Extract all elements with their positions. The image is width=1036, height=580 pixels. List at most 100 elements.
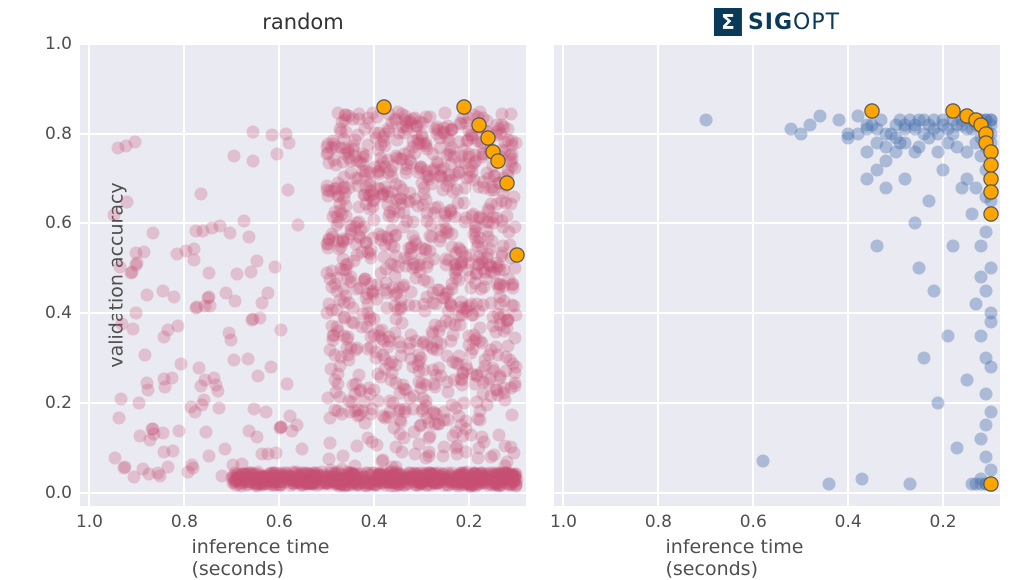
scatter-point (506, 409, 519, 422)
scatter-point (321, 141, 334, 154)
scatter-point (393, 179, 406, 192)
scatter-point (922, 194, 935, 207)
y-tick-label: 0.6 (45, 213, 72, 233)
scatter-point (274, 421, 287, 434)
scatter-point (480, 272, 493, 285)
scatter-point (209, 378, 222, 391)
scatter-point (185, 401, 198, 414)
x-tick-label: 0.2 (930, 512, 957, 532)
scatter-point (390, 313, 403, 326)
scatter-point (411, 199, 424, 212)
scatter-point (984, 307, 997, 320)
scatter-point (223, 326, 236, 339)
grid-line (80, 43, 526, 45)
grid-line (657, 44, 659, 506)
scatter-point (440, 227, 453, 240)
scatter-point (409, 448, 422, 461)
scatter-point (856, 473, 869, 486)
scatter-point (455, 149, 468, 162)
scatter-point (932, 145, 945, 158)
y-tick-label: 0.2 (45, 393, 72, 413)
scatter-point (266, 129, 279, 142)
x-tick-label: 0.4 (835, 512, 862, 532)
scatter-point (384, 205, 397, 218)
x-tick-label: 0.6 (740, 512, 767, 532)
scatter-point (484, 450, 497, 463)
scatter-point (449, 401, 462, 414)
scatter-point (456, 466, 469, 479)
scatter-point (202, 450, 215, 463)
scatter-point (484, 243, 497, 256)
scatter-point (975, 239, 988, 252)
scatter-point (354, 384, 367, 397)
scatter-point (472, 235, 485, 248)
grid-line (80, 133, 526, 135)
right-chart-panel: Σ SIGOPT inference time (seconds) 1.00.8… (554, 44, 1000, 506)
scatter-point (195, 187, 208, 200)
scatter-point (420, 136, 433, 149)
scatter-point (231, 267, 244, 280)
scatter-point (389, 250, 402, 263)
scatter-point (158, 331, 171, 344)
grid-line (183, 44, 185, 506)
scatter-point (422, 432, 435, 445)
scatter-point (376, 349, 389, 362)
scatter-point (395, 107, 408, 120)
scatter-point (228, 294, 241, 307)
scatter-point (247, 154, 260, 167)
x-tick-label: 1.0 (550, 512, 577, 532)
scatter-point (394, 340, 407, 353)
scatter-point (323, 453, 336, 466)
scatter-point (395, 415, 408, 428)
scatter-point (248, 402, 261, 415)
grid-line (554, 312, 1000, 314)
scatter-point (699, 114, 712, 127)
scatter-point (280, 378, 293, 391)
scatter-point (200, 426, 213, 439)
scatter-point (449, 357, 462, 370)
scatter-point (444, 299, 457, 312)
scatter-point (348, 405, 361, 418)
scatter-point (107, 208, 120, 221)
pareto-point (377, 100, 390, 113)
scatter-point (190, 225, 203, 238)
scatter-point (342, 146, 355, 159)
scatter-point (158, 446, 171, 459)
scatter-point (165, 372, 178, 385)
scatter-point (203, 291, 216, 304)
scatter-point (162, 460, 175, 473)
scatter-point (932, 396, 945, 409)
scatter-point (251, 255, 264, 268)
scatter-point (406, 360, 419, 373)
scatter-point (908, 217, 921, 230)
scatter-point (373, 471, 386, 484)
pareto-point (984, 145, 997, 158)
scatter-point (218, 442, 231, 455)
scatter-point (213, 402, 226, 415)
scatter-point (975, 329, 988, 342)
scatter-point (485, 472, 498, 485)
scatter-point (493, 278, 506, 291)
scatter-point (362, 343, 375, 356)
grid-line (278, 44, 280, 506)
scatter-point (113, 412, 126, 425)
scatter-point (353, 108, 366, 121)
grid-line (847, 44, 849, 506)
scatter-point (128, 471, 141, 484)
scatter-point (414, 253, 427, 266)
scatter-point (397, 220, 410, 233)
scatter-point (427, 343, 440, 356)
scatter-point (282, 183, 295, 196)
scatter-point (379, 181, 392, 194)
scatter-point (324, 412, 337, 425)
scatter-point (364, 244, 377, 257)
scatter-point (432, 324, 445, 337)
scatter-point (172, 424, 185, 437)
scatter-point (435, 163, 448, 176)
scatter-point (195, 379, 208, 392)
scatter-point (338, 133, 351, 146)
scatter-point (443, 134, 456, 147)
scatter-point (437, 214, 450, 227)
scatter-point (756, 455, 769, 468)
scatter-point (132, 397, 145, 410)
